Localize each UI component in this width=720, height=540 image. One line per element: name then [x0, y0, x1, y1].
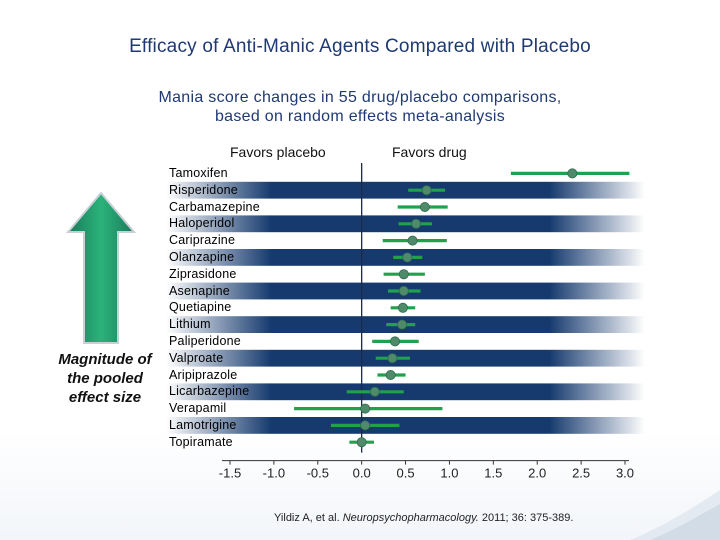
- drug-label: Aripiprazole: [169, 367, 238, 382]
- drug-label: Quetiapine: [169, 300, 232, 315]
- citation-authors: Yildiz A, et al.: [274, 512, 340, 524]
- drug-label: Carbamazepine: [169, 199, 260, 214]
- x-tick-label: -1.0: [263, 466, 285, 481]
- effect-size-marker: [398, 269, 409, 280]
- favors-drug-label: Favors drug: [392, 144, 467, 160]
- x-tick-label: -0.5: [307, 466, 329, 481]
- drug-label: Cariprazine: [169, 233, 236, 248]
- effect-size-marker: [567, 168, 578, 179]
- x-tick-label: -1.5: [219, 466, 241, 481]
- effect-size-marker: [402, 252, 413, 263]
- subtitle-line-2: based on random effects meta-analysis: [214, 108, 506, 125]
- effect-size-marker: [369, 386, 380, 397]
- effect-size-marker: [360, 403, 371, 414]
- drug-label: Risperidone: [169, 182, 238, 197]
- row-band: [166, 383, 645, 401]
- citation-journal: Neuropsychopharmacology.: [342, 512, 479, 524]
- effect-size-marker: [407, 235, 418, 246]
- effect-size-marker: [356, 437, 367, 448]
- drug-label: Licarbazepine: [169, 384, 250, 399]
- slide-title: Efficacy of Anti-Manic Agents Compared w…: [129, 36, 591, 57]
- drug-label: Tamoxifen: [169, 166, 228, 180]
- effect-size-marker: [397, 319, 408, 330]
- magnitude-label: Magnitude of the pooled effect size: [44, 350, 166, 407]
- citation-details: 2011; 36: 375-389.: [481, 512, 574, 524]
- effect-size-marker: [385, 369, 396, 380]
- drug-label: Olanzapine: [169, 249, 235, 264]
- x-tick-label: 0.0: [353, 466, 371, 481]
- effect-size-marker: [411, 218, 422, 229]
- effect-size-marker: [421, 185, 432, 196]
- favors-placebo-label: Favors placebo: [230, 144, 326, 160]
- x-tick-label: 2.5: [572, 466, 590, 481]
- drug-name-list: Tamoxifen Risperidone Carbamazepine Haloper…: [169, 165, 299, 451]
- drug-label: Topiramate: [169, 434, 233, 449]
- subtitle-line-1: Mania score changes in 55 drug/placebo c…: [158, 89, 562, 106]
- drug-label: Verapamil: [169, 401, 227, 416]
- effect-size-marker: [397, 302, 408, 313]
- slide-subtitle: Mania score changes in 55 drug/placebo c…: [60, 88, 660, 126]
- drug-label: Lamotrigine: [169, 417, 237, 432]
- effect-size-marker: [390, 336, 401, 347]
- drug-label: Ziprasidone: [169, 266, 237, 281]
- drug-label: Haloperidol: [169, 216, 235, 231]
- citation: Yildiz A, et al. Neuropsychopharmacology…: [274, 512, 573, 524]
- decorative-swoosh: [630, 490, 720, 540]
- drug-label: Valproate: [169, 350, 224, 365]
- drug-label: Lithium: [169, 317, 211, 332]
- row-band: [166, 181, 645, 199]
- magnitude-line-3: effect size: [68, 389, 142, 406]
- x-tick-label: 2.0: [528, 466, 546, 481]
- x-tick-label: 1.0: [440, 466, 458, 481]
- x-tick-label: 0.5: [397, 466, 415, 481]
- row-band: [166, 417, 645, 434]
- drug-label: Asenapine: [169, 283, 230, 298]
- drug-label: Paliperidone: [169, 333, 241, 348]
- effect-size-marker: [360, 420, 371, 431]
- magnitude-line-2: the pooled: [67, 370, 143, 387]
- effect-size-marker: [419, 201, 430, 212]
- magnitude-line-1: Magnitude of: [58, 351, 152, 368]
- x-tick-label: 1.5: [484, 466, 502, 481]
- effect-size-marker: [398, 285, 409, 296]
- up-arrow-icon: [66, 192, 136, 344]
- effect-size-marker: [387, 353, 398, 364]
- x-tick-label: 3.0: [616, 466, 634, 481]
